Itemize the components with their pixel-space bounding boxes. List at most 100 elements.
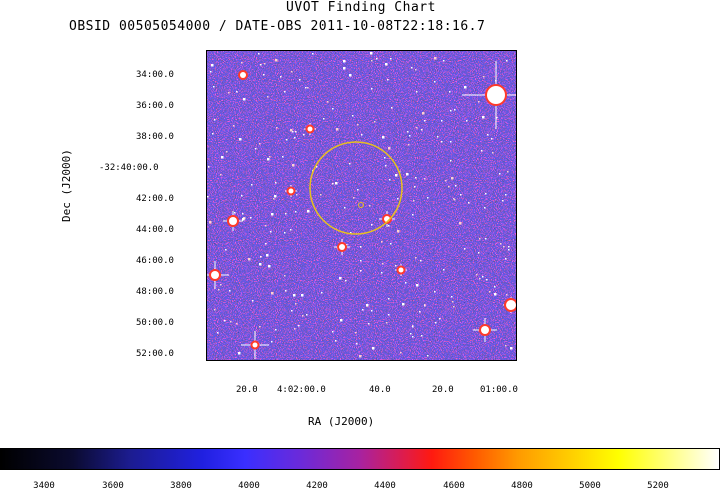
star <box>294 137 296 139</box>
star <box>260 64 262 66</box>
star <box>218 289 220 291</box>
star <box>481 150 483 152</box>
star <box>454 109 456 111</box>
colorbar-tick-label: 3600 <box>102 481 124 489</box>
star-field <box>207 52 516 359</box>
star <box>496 117 498 119</box>
star <box>453 198 455 200</box>
star <box>285 290 287 292</box>
star <box>486 279 488 281</box>
star <box>301 294 304 297</box>
star <box>286 139 288 141</box>
star <box>243 98 246 101</box>
star <box>339 277 342 280</box>
star <box>397 198 399 200</box>
sky-noise-hot <box>207 51 516 360</box>
star <box>267 96 269 98</box>
star <box>239 138 242 141</box>
star <box>271 292 274 295</box>
star <box>241 62 243 64</box>
star <box>302 315 304 317</box>
star <box>266 254 269 257</box>
star <box>242 218 245 221</box>
star <box>273 198 275 200</box>
star <box>422 112 425 115</box>
star <box>355 332 357 334</box>
star <box>349 163 351 165</box>
star <box>359 355 362 358</box>
star <box>214 309 216 311</box>
star <box>491 138 493 140</box>
bright-star <box>339 244 345 250</box>
star <box>412 325 414 327</box>
bright-star <box>487 86 505 104</box>
dec-tick-label: 52:00.0 <box>136 349 174 359</box>
star <box>306 314 308 316</box>
star <box>386 322 388 324</box>
star <box>295 303 297 305</box>
star <box>264 63 266 65</box>
star <box>242 213 244 215</box>
star <box>290 129 293 132</box>
star <box>450 110 452 112</box>
star <box>276 127 278 129</box>
star <box>230 321 232 323</box>
dec-tick-label: 34:00.0 <box>136 70 174 80</box>
star <box>455 185 457 187</box>
star <box>500 243 502 245</box>
colorbar-tick-label: 4200 <box>306 481 328 489</box>
star <box>505 345 507 347</box>
star <box>371 60 373 62</box>
star <box>332 108 334 110</box>
star <box>407 131 409 133</box>
star <box>366 304 369 307</box>
star <box>371 310 373 312</box>
colorbar-tick-label: 3400 <box>33 481 55 489</box>
star <box>284 91 286 93</box>
star <box>275 182 277 184</box>
star <box>265 225 267 227</box>
star <box>381 272 383 274</box>
star <box>336 182 338 184</box>
star <box>298 325 300 327</box>
star <box>416 91 418 93</box>
star <box>484 207 486 209</box>
star <box>225 249 227 251</box>
star <box>487 134 489 136</box>
star <box>468 202 470 204</box>
star <box>292 164 295 167</box>
star <box>507 171 509 173</box>
star <box>494 293 497 296</box>
star <box>360 260 362 262</box>
star <box>454 199 456 201</box>
star <box>385 63 388 66</box>
star <box>411 67 413 69</box>
star <box>369 205 371 207</box>
star <box>499 173 501 175</box>
star <box>405 282 407 284</box>
star <box>259 143 261 145</box>
star <box>397 230 400 233</box>
star <box>285 213 287 215</box>
star <box>233 125 235 127</box>
star <box>224 320 226 322</box>
star <box>305 87 307 89</box>
star <box>388 225 390 227</box>
sky-image[interactable] <box>206 50 517 361</box>
star <box>260 256 262 258</box>
star <box>360 246 362 248</box>
star <box>505 258 507 260</box>
star <box>259 263 262 266</box>
star <box>421 129 423 131</box>
star <box>434 57 437 60</box>
bright-star <box>240 72 246 78</box>
star <box>435 322 437 324</box>
star <box>390 243 392 245</box>
star <box>420 260 422 262</box>
star <box>229 290 231 292</box>
star <box>258 53 260 55</box>
bright-star <box>398 267 404 273</box>
star <box>437 136 439 138</box>
star <box>280 76 282 78</box>
colorbar <box>0 448 720 470</box>
